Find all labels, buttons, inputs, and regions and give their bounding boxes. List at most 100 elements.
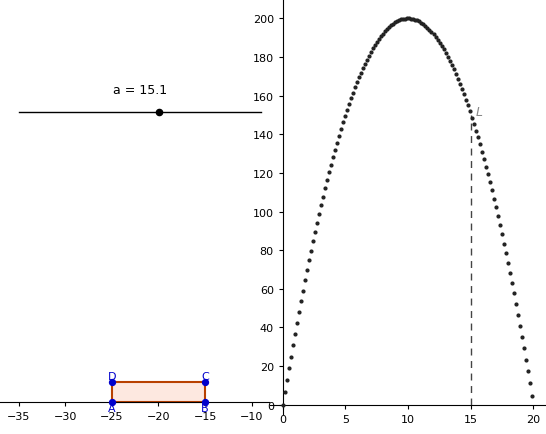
Point [302,267,311,274]
Point [470,121,478,128]
Point [381,29,390,36]
Point [311,229,319,236]
Point [293,320,301,327]
Point [314,211,323,218]
Point [491,204,500,211]
Point [108,398,116,405]
Point [357,70,365,77]
Point [337,126,346,133]
Point [509,290,518,297]
Point [482,164,490,171]
Point [465,109,474,116]
Point [331,147,340,154]
Point [471,128,480,135]
Point [399,16,408,23]
Point [389,21,397,28]
Point [485,179,494,186]
Point [108,378,116,385]
Point [518,334,526,341]
Point [313,220,322,227]
Point [425,27,434,34]
Point [353,79,361,86]
Point [345,101,353,108]
Point [407,16,416,23]
Point [401,16,410,23]
Point [524,368,532,375]
Point [507,280,516,287]
Point [355,75,364,82]
Point [375,36,384,43]
Point [281,389,289,396]
Point [433,37,442,44]
Point [512,301,520,308]
Point [497,231,506,238]
Point [429,32,438,39]
Point [417,20,426,27]
Point [477,149,486,156]
Point [369,46,378,53]
Point [445,58,454,65]
Point [339,120,347,127]
Point [403,16,412,23]
Point [363,57,372,64]
Point [473,135,482,141]
Point [443,54,452,61]
Point [393,19,402,26]
Text: A: A [108,403,116,413]
Point [527,392,536,399]
Point [391,20,400,27]
Point [415,19,424,26]
Point [453,76,462,83]
Point [290,331,299,338]
Point [284,365,293,372]
Point [419,22,428,29]
Text: L: L [476,105,483,118]
Point [489,196,498,203]
Text: D: D [108,371,116,381]
Point [359,66,367,72]
Point [317,202,325,209]
Point [371,43,379,49]
Point [441,50,450,57]
Point [325,169,334,176]
Point [308,238,317,245]
Point [437,43,446,50]
Point [501,250,510,257]
Point [287,354,295,361]
Point [335,133,343,140]
Point [349,90,358,97]
Point [377,33,385,40]
Text: a = 15.1: a = 15.1 [112,83,167,96]
Point [327,162,335,169]
Point [495,222,504,229]
Point [294,309,303,316]
Point [333,140,341,147]
Point [201,378,210,385]
Point [155,109,164,116]
Point [447,62,456,69]
Point [343,107,352,114]
Point [365,53,373,60]
Point [395,18,403,25]
Point [296,298,305,305]
Point [413,18,422,25]
Point [520,345,529,352]
Point [347,95,355,102]
Bar [112,382,205,402]
Point [385,24,394,31]
Point [282,377,291,384]
Point [319,194,328,201]
Point [514,312,523,319]
Point [459,92,468,99]
Point [423,25,432,32]
Point [479,156,488,163]
Point [427,29,436,36]
Point [351,85,359,92]
Point [409,16,418,23]
Point [476,141,484,148]
Point [367,49,376,56]
Point [435,40,444,47]
Point [467,115,476,122]
Point [461,97,470,104]
Point [323,178,331,184]
